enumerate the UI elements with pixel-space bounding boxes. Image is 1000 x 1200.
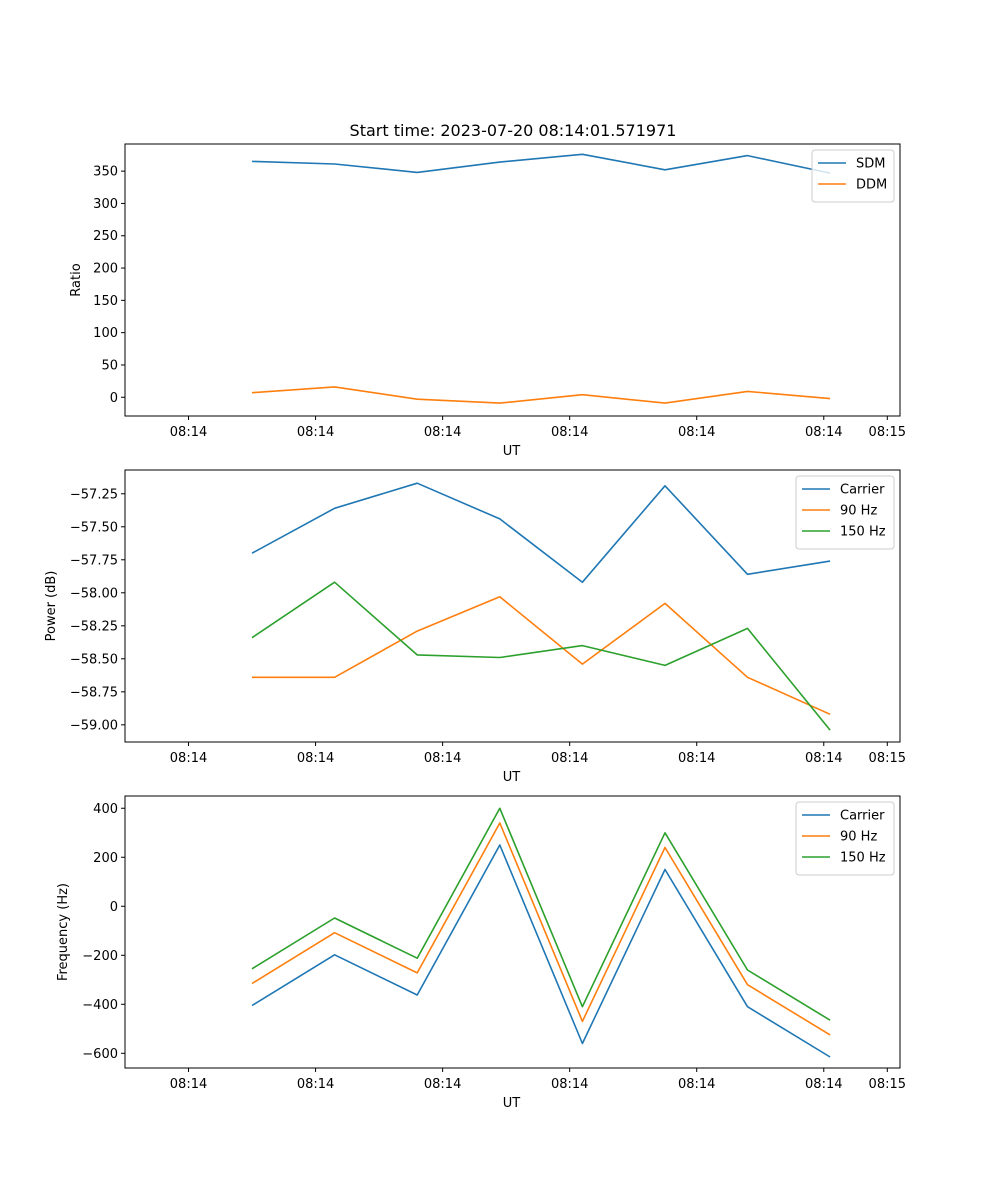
legend-label: Carrier: [840, 809, 885, 824]
y-tick-label: −600: [82, 1047, 118, 1062]
x-axis-label: UT: [503, 770, 521, 785]
x-tick-label: 08:14: [551, 425, 588, 440]
x-tick-label: 08:14: [424, 425, 461, 440]
y-tick-label: 400: [93, 802, 118, 817]
y-axis-label: Frequency (Hz): [56, 883, 71, 981]
axes-frame: [124, 795, 901, 1069]
y-tick-label: −58.75: [70, 685, 118, 700]
y-tick-label: 200: [93, 262, 118, 277]
y-tick-label: 200: [93, 851, 118, 866]
legend-label: 150 Hz: [840, 851, 886, 866]
legend-label: SDM: [856, 157, 885, 172]
x-tick-label: 08:14: [170, 425, 207, 440]
subplot-3: 08:14 08:14 08:14 08:14 08:14 08:14 08:15 −600 −…: [56, 795, 906, 1111]
legend-label: 90 Hz: [840, 830, 877, 845]
series-line-ddm: [251, 386, 831, 404]
y-tick-label: 150: [93, 294, 118, 309]
x-tick-label: 08:15: [869, 751, 906, 766]
series-line-sdm: [251, 153, 831, 174]
axes-frame: [124, 143, 901, 417]
legend: Carrier 90 Hz 150 Hz: [795, 475, 895, 550]
y-tick-label: −57.25: [70, 487, 118, 502]
series-line-carrier: [251, 482, 831, 584]
series-line-150-hz: [251, 807, 831, 1021]
y-axis-label: Power (dB): [44, 571, 59, 642]
legend-label: Carrier: [840, 483, 885, 498]
y-axis-label: Ratio: [69, 263, 84, 296]
x-tick-label: 08:15: [869, 1077, 906, 1092]
y-tick-label: −59.00: [70, 718, 118, 733]
x-tick-label: 08:14: [297, 425, 334, 440]
x-tick-label: 08:14: [678, 751, 715, 766]
y-tick-label: −400: [82, 998, 118, 1013]
y-tick-label: −57.50: [70, 520, 118, 535]
x-tick-label: 08:14: [805, 425, 842, 440]
y-tick-label: −58.00: [70, 586, 118, 601]
legend: SDM DDM: [811, 149, 895, 203]
series-line-90-hz: [251, 822, 831, 1036]
subplot-2: 08:14 08:14 08:14 08:14 08:14 08:14 08:15 −59.0…: [44, 469, 906, 785]
x-tick-label: 08:14: [551, 1077, 588, 1092]
x-tick-label: 08:14: [424, 751, 461, 766]
x-tick-label: 08:14: [424, 1077, 461, 1092]
legend: Carrier 90 Hz 150 Hz: [795, 801, 895, 876]
x-tick-label: 08:14: [805, 1077, 842, 1092]
legend-label: DDM: [856, 178, 887, 193]
y-tick-label: −57.75: [70, 553, 118, 568]
y-tick-label: 0: [110, 391, 118, 406]
y-tick-label: −58.25: [70, 619, 118, 634]
x-tick-label: 08:14: [297, 751, 334, 766]
series-line-150-hz: [251, 581, 831, 731]
x-tick-label: 08:14: [678, 1077, 715, 1092]
x-tick-label: 08:14: [805, 751, 842, 766]
y-tick-label: −200: [82, 949, 118, 964]
y-tick-label: 100: [93, 326, 118, 341]
series-line-90-hz: [252, 595, 831, 716]
series-line-carrier: [251, 844, 831, 1058]
y-tick-label: 350: [93, 165, 118, 180]
legend-label: 90 Hz: [840, 504, 877, 519]
x-tick-label: 08:15: [869, 425, 906, 440]
figure-title: Start time: 2023-07-20 08:14:01.571971: [350, 121, 677, 140]
legend-label: 150 Hz: [840, 525, 886, 540]
y-tick-label: 250: [93, 229, 118, 244]
subplot-1: 08:14 08:14 08:14 08:14 08:14 08:14 08:15 0 50 10…: [69, 143, 906, 459]
x-tick-label: 08:14: [170, 1077, 207, 1092]
x-tick-label: 08:14: [170, 751, 207, 766]
y-tick-label: 300: [93, 197, 118, 212]
y-tick-label: 50: [101, 358, 118, 373]
x-axis-label: UT: [503, 1096, 521, 1111]
y-tick-label: 0: [110, 900, 118, 915]
x-tick-label: 08:14: [297, 1077, 334, 1092]
y-tick-label: −58.50: [70, 652, 118, 667]
x-tick-label: 08:14: [551, 751, 588, 766]
x-tick-label: 08:14: [678, 425, 715, 440]
plots: 08:14 08:14 08:14 08:14 08:14 08:14 08:15 0 50 10…: [44, 143, 906, 1111]
x-axis-label: UT: [503, 444, 521, 459]
axes-frame: [124, 469, 901, 743]
